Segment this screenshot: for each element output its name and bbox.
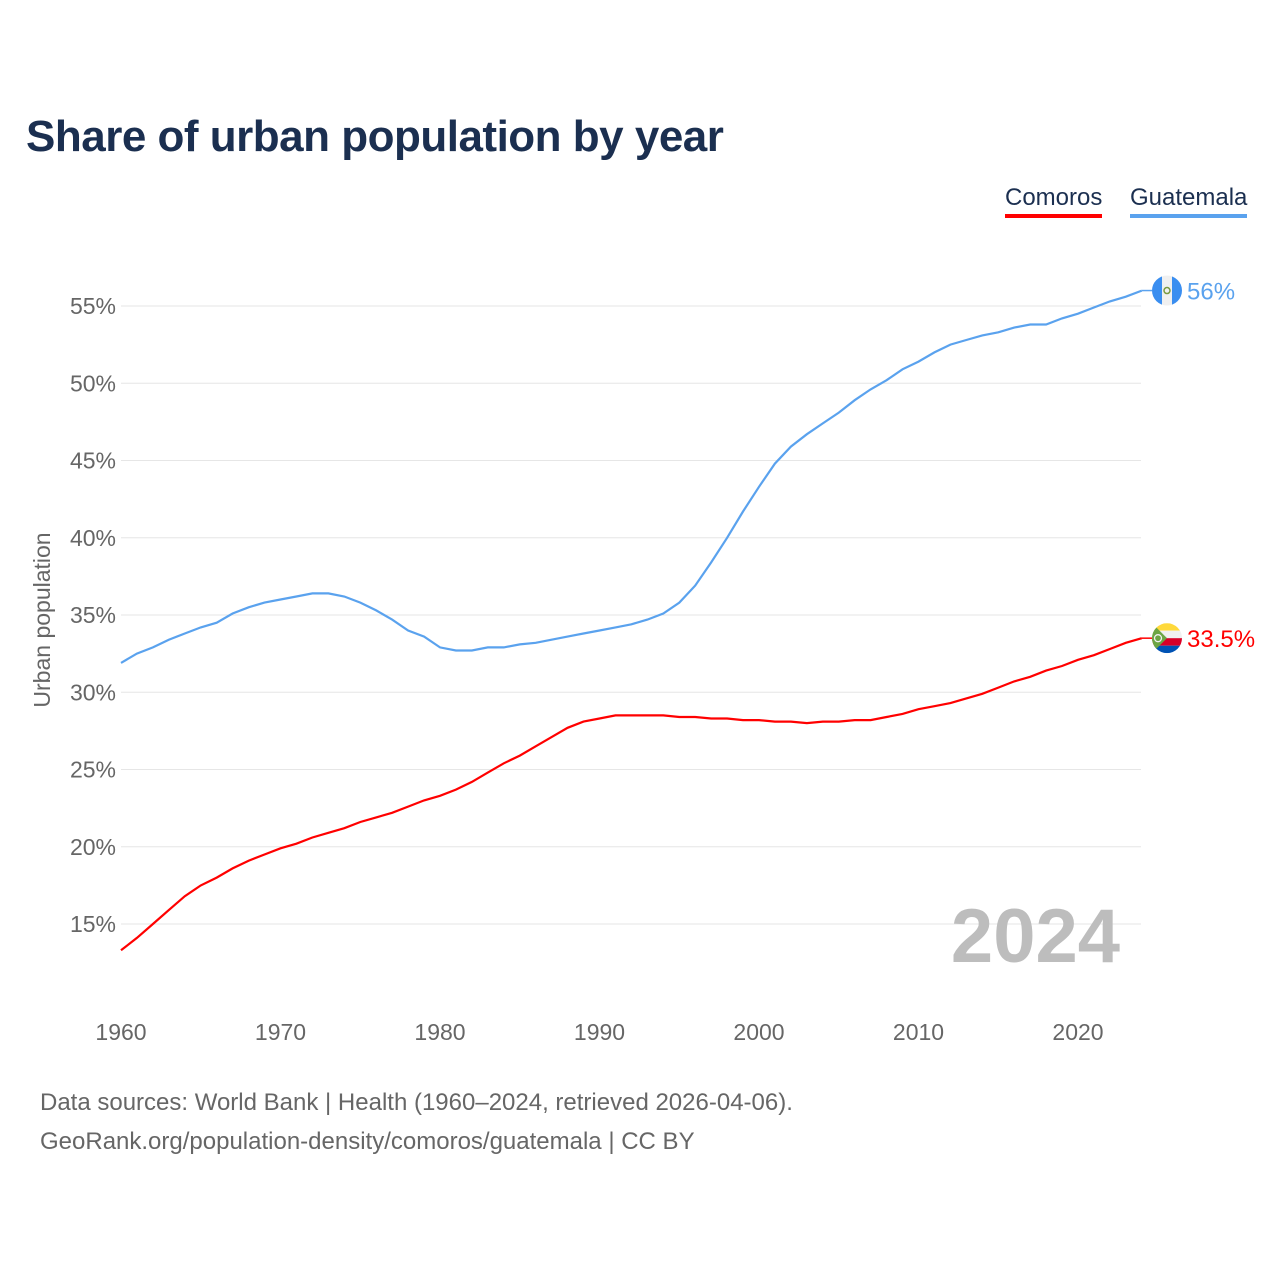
end-value-label-guatemala: 56% xyxy=(1187,279,1235,306)
y-tick-label: 35% xyxy=(70,602,116,628)
data-source: Data sources: World Bank | Health (1960–… xyxy=(40,1089,793,1116)
y-tick-label: 30% xyxy=(70,679,116,705)
series-line-comoros xyxy=(120,637,1143,952)
credit-link[interactable]: GeoRank.org/population-density/comoros/g… xyxy=(40,1128,695,1155)
end-value-label-comoros: 33.5% xyxy=(1187,626,1255,653)
year-annotation: 2024 xyxy=(951,894,1120,979)
y-tick-label: 25% xyxy=(70,757,116,783)
x-tick-label: 2010 xyxy=(893,1019,944,1045)
y-tick-label: 55% xyxy=(70,293,116,319)
series-line-guatemala xyxy=(120,289,1143,664)
guatemala-flag-icon xyxy=(1152,275,1182,306)
y-tick-label: 50% xyxy=(70,370,116,396)
chart-title: Share of urban population by year xyxy=(26,112,724,161)
x-tick-label: 1970 xyxy=(255,1019,306,1045)
comoros-flag-icon xyxy=(1152,623,1182,654)
x-tick-label: 1980 xyxy=(414,1019,465,1045)
x-tick-label: 2020 xyxy=(1052,1019,1103,1045)
y-axis-label: Urban population xyxy=(29,532,55,707)
y-tick-label: 40% xyxy=(70,525,116,551)
y-tick-label: 15% xyxy=(70,911,116,937)
x-tick-label: 1960 xyxy=(95,1019,146,1045)
legend-guatemala[interactable]: Guatemala xyxy=(1130,184,1248,218)
x-tick-label: 2000 xyxy=(733,1019,784,1045)
x-tick-label: 1990 xyxy=(574,1019,625,1045)
y-tick-label: 45% xyxy=(70,448,116,474)
legend-comoros[interactable]: Comoros xyxy=(1005,184,1103,218)
y-tick-label: 20% xyxy=(70,834,116,860)
